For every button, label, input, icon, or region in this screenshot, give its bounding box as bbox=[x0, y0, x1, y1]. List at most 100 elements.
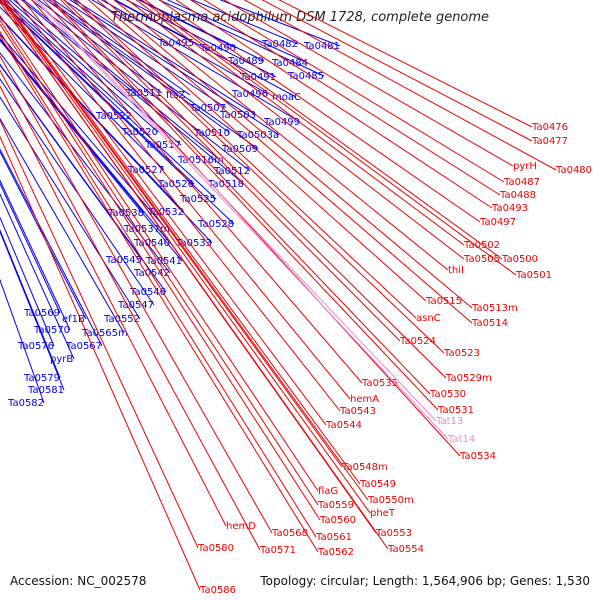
reverse-gene-leader bbox=[261, 0, 533, 142]
reverse-gene-label: Ta0550m bbox=[367, 495, 414, 506]
forward-gene-label: Ta0491 bbox=[239, 72, 276, 83]
forward-gene-label: Ta0582 bbox=[7, 398, 44, 409]
forward-gene-leader bbox=[0, 78, 155, 306]
genome-summary: Topology: circular; Length: 1,564,906 bp… bbox=[260, 574, 590, 588]
reverse-gene-leader bbox=[203, 0, 505, 183]
reverse-gene-leader bbox=[42, 0, 461, 457]
forward-gene-label: Ta0490 bbox=[199, 43, 236, 54]
reverse-gene-label: Ta0535 bbox=[361, 378, 398, 389]
trna-gene-label: Tat14 bbox=[447, 434, 475, 445]
trna-gene-leader bbox=[34, 0, 449, 440]
reverse-gene-label: Ta0568 bbox=[271, 528, 308, 539]
forward-gene-label: Ta0552 bbox=[103, 314, 140, 325]
forward-gene-leader bbox=[0, 39, 183, 262]
forward-gene-label: Ta0484 bbox=[271, 58, 308, 69]
forward-gene-label: Ta0532 bbox=[147, 207, 184, 218]
forward-gene-label: Ta0537m bbox=[123, 224, 170, 235]
reverse-gene-label: flaG bbox=[318, 486, 338, 497]
forward-gene-leader bbox=[69, 0, 280, 136]
reverse-gene-leader bbox=[0, 14, 319, 492]
forward-gene-label: moaC bbox=[272, 92, 301, 103]
forward-gene-label: Ta0525 bbox=[179, 194, 216, 205]
reverse-gene-label: Ta0548m bbox=[341, 462, 388, 473]
forward-gene-leader bbox=[91, 0, 301, 123]
reverse-gene-label: Ta0561 bbox=[315, 532, 352, 543]
forward-gene-leader bbox=[191, 0, 299, 45]
forward-gene-leader bbox=[20, 0, 245, 185]
reverse-gene-leader bbox=[0, 119, 199, 549]
reverse-gene-leader bbox=[0, 69, 261, 551]
forward-gene-label: Ta0510 bbox=[193, 128, 230, 139]
reverse-gene-leader bbox=[223, 0, 514, 167]
forward-gene-label: Ta0567 bbox=[65, 341, 102, 352]
reverse-gene-leader bbox=[126, 0, 465, 260]
forward-gene-label: Ta0481 bbox=[303, 41, 340, 52]
forward-gene-label: Ta0485 bbox=[287, 71, 324, 82]
forward-gene-label: Ta0547 bbox=[117, 300, 154, 311]
forward-gene-label: Ta0528 bbox=[197, 219, 234, 230]
forward-gene-label: Ta0496 bbox=[231, 89, 268, 100]
forward-gene-leader bbox=[0, 216, 55, 347]
reverse-gene-label: Ta0534 bbox=[459, 451, 496, 462]
forward-gene-leader bbox=[0, 117, 125, 334]
reverse-gene-label: Ta0480 bbox=[555, 165, 592, 176]
reverse-gene-leader bbox=[135, 0, 465, 246]
forward-gene-label: Ta0540 bbox=[133, 238, 170, 249]
forward-gene-label: Ta0579 bbox=[23, 373, 60, 384]
reverse-gene-leader bbox=[0, 135, 201, 591]
reverse-gene-leader bbox=[76, 0, 417, 319]
forward-gene-leader bbox=[158, 0, 325, 77]
forward-gene-label: Ta0581 bbox=[27, 385, 64, 396]
forward-gene-leader bbox=[0, 96, 141, 320]
reverse-gene-label: hemA bbox=[350, 394, 379, 405]
reverse-gene-leader bbox=[1, 0, 343, 468]
forward-gene-label: Ta0495 bbox=[157, 38, 194, 49]
reverse-gene-label: Ta0549 bbox=[359, 479, 396, 490]
reverse-gene-label: Ta0513m bbox=[471, 303, 518, 314]
reverse-gene-leader bbox=[72, 0, 445, 354]
reverse-gene-leader bbox=[22, 0, 351, 400]
reverse-gene-leader bbox=[6, 0, 327, 426]
forward-gene-label: Ta0511 bbox=[125, 88, 162, 99]
forward-gene-label: Ta0509 bbox=[221, 144, 258, 155]
forward-gene-leader bbox=[73, 0, 257, 116]
forward-gene-leader bbox=[0, 0, 195, 185]
forward-gene-label: Ta0546 bbox=[129, 287, 166, 298]
forward-gene-label: Ta0518 bbox=[207, 179, 244, 190]
reverse-gene-leader bbox=[0, 0, 371, 514]
reverse-gene-leader bbox=[0, 23, 321, 521]
forward-gene-leader bbox=[138, 0, 265, 62]
forward-gene-leader bbox=[113, 0, 195, 44]
reverse-gene-leader bbox=[189, 0, 501, 196]
forward-gene-label: ftsZ bbox=[166, 90, 185, 101]
reverse-gene-label: thiI bbox=[448, 265, 464, 276]
reverse-gene-label: Ta0501 bbox=[515, 270, 552, 281]
reverse-gene-label: Ta0571 bbox=[259, 545, 296, 556]
reverse-gene-leader bbox=[0, 85, 227, 527]
forward-gene-leader bbox=[0, 0, 235, 225]
forward-gene-label: pyrB bbox=[50, 354, 73, 365]
forward-gene-label: Ta0576 bbox=[17, 341, 54, 352]
reverse-gene-label: Ta0515 bbox=[425, 296, 462, 307]
reverse-gene-label: Ta0523 bbox=[443, 348, 480, 359]
reverse-gene-leader bbox=[96, 0, 473, 324]
forward-gene-label: Ta0499 bbox=[263, 117, 300, 128]
reverse-gene-label: Ta0514 bbox=[471, 318, 508, 329]
reverse-gene-label: Ta0586 bbox=[199, 585, 236, 596]
reverse-gene-leader bbox=[15, 0, 341, 412]
reverse-gene-label: Ta0544 bbox=[325, 420, 362, 431]
reverse-gene-label: Ta0529m bbox=[445, 373, 492, 384]
reverse-gene-leader bbox=[60, 0, 401, 342]
forward-gene-leader bbox=[0, 228, 61, 379]
reverse-gene-leader bbox=[0, 30, 317, 538]
reverse-gene-leader bbox=[158, 0, 481, 223]
reverse-gene-leader bbox=[103, 0, 473, 309]
forward-gene-leader bbox=[0, 148, 103, 347]
reverse-gene-label: Ta0524 bbox=[399, 336, 436, 347]
forward-gene-label: Ta0517 bbox=[144, 140, 181, 151]
reverse-gene-leader bbox=[52, 0, 431, 395]
reverse-gene-leader bbox=[31, 0, 363, 384]
reverse-gene-label: Ta0497 bbox=[479, 217, 516, 228]
trna-gene-leader bbox=[36, 0, 437, 422]
reverse-gene-label: pyrH bbox=[513, 161, 537, 172]
